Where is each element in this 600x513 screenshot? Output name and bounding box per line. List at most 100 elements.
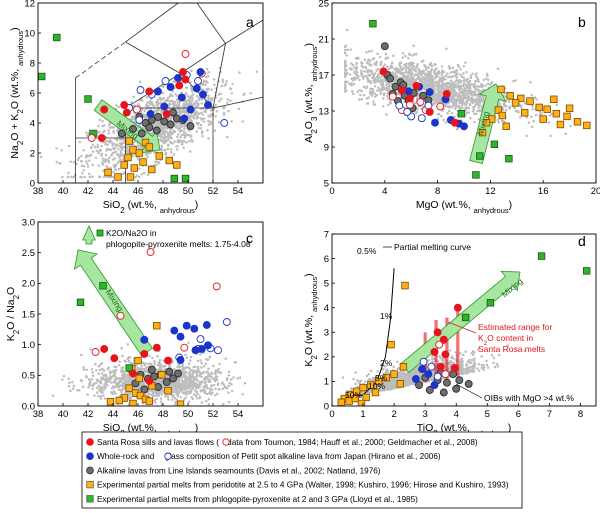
panel-c-oib-dot	[148, 354, 151, 358]
panel-c-oib-dot	[155, 368, 159, 372]
panel-b-oib-dot	[387, 103, 390, 107]
panel-b-oib-dot	[348, 67, 352, 70]
panel-b-oib-dot	[422, 82, 425, 85]
panel-b-oib-dot	[440, 92, 444, 95]
panel-a-oib-dot	[221, 80, 225, 83]
panel-b-oib-dot	[429, 73, 432, 76]
panel-b-oib-dot	[473, 112, 476, 116]
panel-c-oib-dot	[201, 388, 204, 392]
panel-b-oib-dot	[377, 86, 380, 89]
panel-c-oib-dot	[195, 383, 199, 386]
panel-a-oib-dot	[162, 141, 166, 145]
panel-c-oib-dot	[194, 394, 198, 397]
panel-c-oib-dot	[113, 378, 117, 382]
panel-b-oib-dot	[448, 66, 452, 70]
panel-c-oib-dot	[122, 369, 125, 373]
panel-a-oib-dot	[93, 146, 97, 149]
panel-c-oib-dot	[199, 359, 202, 362]
panel-c-oib-dot	[142, 368, 145, 371]
panel-c-oib-dot	[187, 362, 191, 366]
panel-a-oib-dot	[106, 158, 109, 162]
panel-c-oib-dot	[72, 384, 76, 388]
panel-b-oib-dot	[421, 75, 425, 79]
panel-c-oib-dot	[192, 393, 196, 396]
panel-c-oib-dot	[61, 378, 64, 381]
panel-b-oib-dot	[529, 80, 532, 84]
panel-b-oib-dot	[476, 94, 480, 97]
panel-a-oib-dot	[219, 92, 222, 95]
panel-b-oib-dot	[364, 66, 368, 70]
panel-b-oib-dot	[471, 72, 474, 75]
panel-c-oib-dot	[158, 368, 161, 371]
panel-c-oib-dot	[69, 389, 72, 392]
panel-c-oib-dot	[120, 366, 123, 370]
panel-b-oib-dot	[437, 112, 441, 116]
panel-a-oib-dot	[176, 144, 179, 148]
panel-a-oib-dot	[85, 153, 88, 157]
panel-a-oib-dot	[180, 91, 183, 95]
panel-b-oib-dot	[456, 79, 460, 83]
panel-b-oib-dot	[385, 83, 388, 87]
panel-b-oib-dot	[448, 105, 451, 108]
panel-c-oib-dot	[157, 360, 161, 364]
panel-c-oib-dot	[207, 402, 211, 406]
panel-a-oib-dot	[100, 152, 104, 156]
panel-a-oib-dot	[173, 124, 177, 128]
panel-b-oib-dot	[408, 70, 412, 73]
panel-c-oib-dot	[156, 363, 160, 367]
panel-a-oib-dot	[77, 156, 81, 159]
panel-a-oib-dot	[241, 120, 245, 123]
panel-a-oib-dot	[163, 129, 167, 133]
panel-c-oib-dot	[127, 397, 130, 400]
panel-b-oib-dot	[465, 111, 469, 115]
panel-b-oib-dot	[459, 73, 462, 77]
panel-c-oib-dot	[124, 380, 127, 383]
panel-c-oib-dot	[91, 374, 95, 377]
panel-a-oib-dot	[161, 91, 165, 95]
panel-a-oib-dot	[214, 103, 217, 107]
panel-b-oib-dot	[343, 83, 347, 86]
panel-a-oib-dot	[164, 148, 167, 152]
panel-b-oib-dot	[465, 100, 469, 103]
panel-b-oib-dot	[469, 76, 472, 80]
panel-b-oib-dot	[397, 69, 401, 72]
panel-c-oib-dot	[95, 369, 98, 372]
panel-a-oib-dot	[161, 129, 164, 133]
panel-a-oib-dot	[172, 100, 176, 104]
panel-b-oib-dot	[414, 73, 418, 76]
panel-d-oib-dot	[482, 368, 486, 371]
panel-b-oib-dot	[451, 70, 455, 74]
panel-a-oib-dot	[168, 130, 172, 133]
panel-b-oib-dot	[464, 106, 467, 109]
panel-c-oib-dot	[203, 391, 207, 395]
panel-b-oib-dot	[404, 68, 408, 72]
panel-b-oib-dot	[457, 81, 460, 85]
panel-a-oib-dot	[200, 111, 203, 115]
panel-a-oib-dot	[182, 102, 186, 106]
panel-c-oib-dot	[183, 398, 186, 401]
panel-b-oib-dot	[410, 79, 413, 83]
panel-b-oib-dot	[531, 104, 534, 108]
panel-b-oib-dot	[393, 68, 397, 72]
panel-b-oib-dot	[377, 76, 380, 80]
panel-c-oib-dot	[208, 387, 212, 391]
panel-b-oib-dot	[512, 79, 515, 83]
panel-c-oib-dot	[211, 377, 215, 380]
panel-a-oib-dot	[203, 110, 206, 113]
panel-b-oib-dot	[464, 109, 468, 112]
panel-b-oib-dot	[369, 79, 372, 83]
panel-c-oib-dot	[162, 365, 165, 368]
panel-a-oib-dot	[226, 98, 230, 101]
panel-b-oib-dot	[447, 85, 450, 89]
panel-b-oib-dot	[455, 69, 459, 72]
panel-b-oib-dot	[373, 95, 377, 98]
panel-b-oib-dot	[496, 118, 500, 122]
panel-c-oib-dot	[129, 361, 133, 365]
panel-a-oib-dot	[188, 119, 192, 122]
panel-b-oib-dot	[508, 105, 512, 109]
panel-a-oib-dot	[102, 175, 106, 179]
panel-b-oib-dot	[486, 82, 490, 85]
panel-c-oib-dot	[289, 389, 292, 392]
panel-b-oib-dot	[450, 86, 453, 90]
panel-b-oib-dot	[381, 79, 384, 82]
